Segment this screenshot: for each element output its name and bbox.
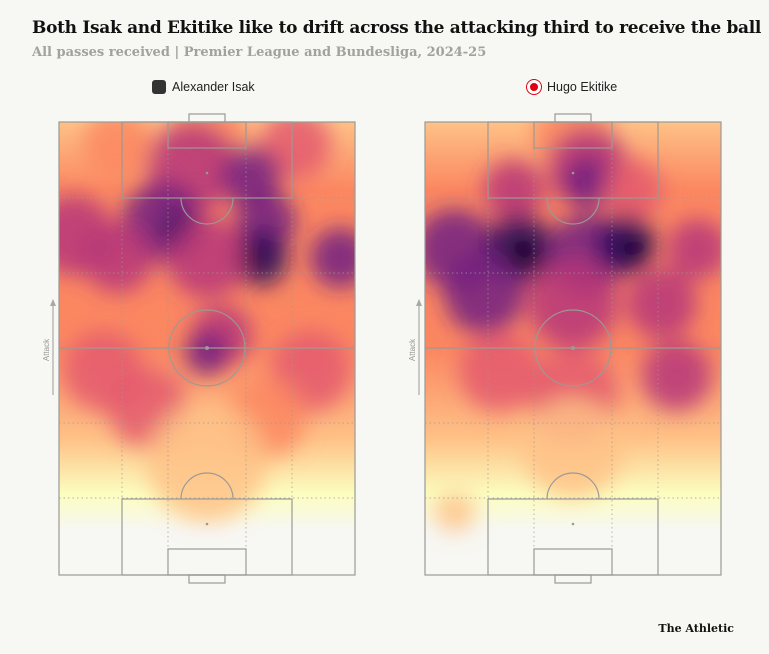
- heatmap-density-blob: [444, 254, 525, 335]
- heatmap-density-blob: [528, 258, 618, 349]
- heatmap-density-blob: [620, 236, 645, 261]
- penalty-spot: [571, 522, 575, 526]
- heatmap-density-blob: [562, 155, 613, 206]
- penalty-arc-bottom: [546, 472, 600, 500]
- heatmap-density-blob: [185, 331, 229, 376]
- heatmap-density-blob: [83, 122, 154, 180]
- goal-top: [554, 113, 592, 123]
- penalty-spot: [205, 522, 209, 526]
- attack-direction-label: Attack: [408, 338, 417, 361]
- pitch-0: Attack: [42, 113, 356, 584]
- centre-circle: [534, 309, 612, 387]
- penalty-arc-top: [180, 197, 234, 225]
- centre-circle: [168, 309, 246, 387]
- chart-subtitle: All passes received | Premier League and…: [32, 45, 487, 60]
- heatmap-layer: [59, 122, 355, 575]
- heatmap-density-blob: [483, 159, 544, 220]
- heatmap-density-blob: [507, 238, 538, 269]
- heatmap-density-blob: [167, 217, 247, 298]
- goal-bottom: [188, 574, 226, 584]
- player-label-ekitike: Hugo Ekitike: [527, 80, 617, 94]
- player-name: Alexander Isak: [172, 80, 255, 94]
- attack-direction-label: Attack: [42, 338, 51, 361]
- player-label-isak: Alexander Isak: [152, 80, 255, 94]
- penalty-arc-bottom: [180, 472, 234, 500]
- heatmap-density-blob: [83, 222, 154, 293]
- heatmap-density-blob: [221, 146, 282, 207]
- pitch-1: Attack: [408, 113, 722, 584]
- goal-bottom: [554, 574, 592, 584]
- centre-spot: [571, 346, 575, 350]
- heatmap-density-blob: [602, 159, 663, 220]
- goal-top: [188, 113, 226, 123]
- newcastle-crest-icon: [152, 80, 166, 94]
- heatmap-density-blob: [244, 247, 265, 268]
- centre-spot: [205, 346, 209, 350]
- arrow-head-icon: [416, 299, 422, 306]
- arrow-head-icon: [50, 299, 56, 306]
- eintracht-frankfurt-crest-icon: [527, 80, 541, 94]
- heatmap-density-blob: [459, 331, 539, 412]
- heatmap-density-blob: [147, 401, 267, 522]
- penalty-spot: [205, 171, 209, 175]
- chart-title: Both Isak and Ekitike like to drift acro…: [32, 18, 762, 38]
- penalty-spot: [571, 171, 575, 175]
- heatmap-density-blob: [667, 218, 721, 279]
- brand-logo: The Athletic: [658, 622, 734, 635]
- heatmap-density-blob: [434, 491, 475, 532]
- heatmap-density-blob: [626, 268, 697, 339]
- penalty-arc-top: [546, 197, 600, 225]
- player-name: Hugo Ekitike: [547, 80, 618, 94]
- heatmap-density-blob: [310, 227, 355, 288]
- heatmap-layer: [425, 122, 721, 575]
- heatmap-density-blob: [523, 398, 623, 499]
- heatmap-density-blob: [641, 340, 712, 411]
